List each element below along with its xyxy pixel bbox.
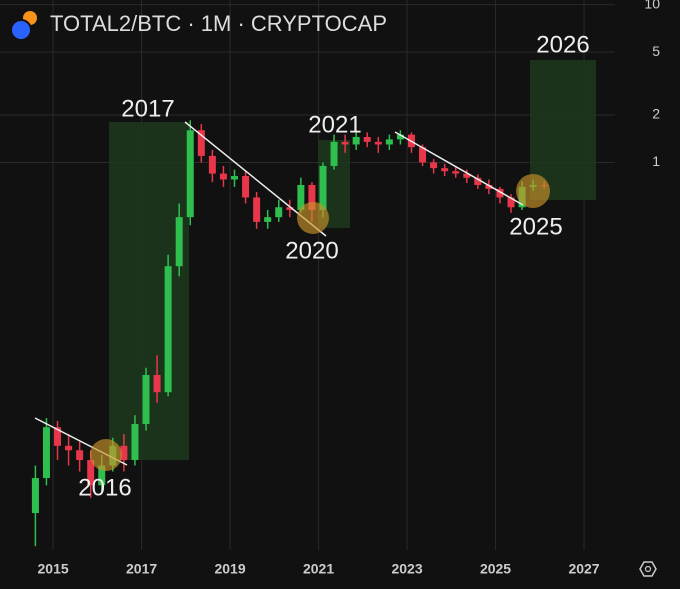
x-tick-label: 2017 <box>126 561 157 577</box>
total-icon <box>10 19 32 41</box>
candle-body <box>42 427 50 479</box>
grid <box>0 0 615 550</box>
candle-body <box>175 217 183 267</box>
chart-title: TOTAL2/BTC · 1M · CRYPTOCAP <box>50 11 387 36</box>
candle-body <box>496 188 504 198</box>
annotation-label: 2017 <box>121 95 174 122</box>
candle-body <box>65 445 73 451</box>
candle-body <box>363 136 371 142</box>
candle-body <box>120 445 128 461</box>
candle-body <box>341 141 349 145</box>
candle-body <box>385 139 393 145</box>
candle-body <box>474 177 482 185</box>
annotation-label: 2025 <box>509 213 562 240</box>
candle-body <box>153 374 161 393</box>
annotation-label: 2021 <box>308 111 361 138</box>
candle-body <box>208 155 216 174</box>
y-tick-label: 1 <box>652 153 660 169</box>
candle-body <box>297 184 305 210</box>
candle-body <box>452 171 460 174</box>
y-tick-label: 5 <box>652 43 660 59</box>
candle-body <box>441 168 449 172</box>
candle-body <box>186 130 194 218</box>
candle-body <box>131 424 139 461</box>
candle-body <box>142 374 150 425</box>
candle-body <box>396 134 404 140</box>
highlight-circle <box>516 174 550 208</box>
x-tick-label: 2019 <box>214 561 245 577</box>
settings-icon <box>644 565 652 573</box>
annotation-label: 2016 <box>78 474 131 501</box>
candle-body <box>264 217 272 222</box>
candle-body <box>164 266 172 393</box>
candles <box>31 120 548 547</box>
candle-body <box>219 173 227 180</box>
x-tick-label: 2027 <box>568 561 599 577</box>
annotation-label: 2020 <box>285 237 338 264</box>
candle-body <box>430 162 438 169</box>
highlight-circle <box>90 439 122 471</box>
x-tick-label: 2015 <box>38 561 69 577</box>
candle-body <box>230 176 238 180</box>
settings-button[interactable] <box>639 561 657 577</box>
candle-body <box>76 450 84 461</box>
annotation-label: 2026 <box>536 31 589 58</box>
candle-body <box>54 427 62 446</box>
candle-body <box>419 147 427 163</box>
x-tick-label: 2023 <box>391 561 422 577</box>
candle-body <box>330 141 338 166</box>
x-tick-label: 2025 <box>480 561 511 577</box>
candle-body <box>463 173 471 178</box>
y-tick-label: 2 <box>652 106 660 122</box>
candle-body <box>31 478 39 514</box>
trend-line <box>394 131 524 206</box>
candle-body <box>507 197 515 208</box>
candle-body <box>275 207 283 218</box>
candle-body <box>253 197 261 222</box>
candle-body <box>286 207 294 210</box>
candle-body <box>319 165 327 210</box>
highlight-circle <box>297 202 329 234</box>
candle-body <box>242 176 250 198</box>
labels: 10 5 2 1 2015 2017 2019 2021 2023 2025 2027 2017 201… <box>38 0 661 577</box>
candle-body <box>374 141 382 145</box>
x-tick-label: 2021 <box>303 561 334 577</box>
candle-body <box>308 184 316 210</box>
candle-body <box>98 465 106 486</box>
candle-body <box>352 136 360 145</box>
candle-body <box>485 184 493 189</box>
candle-body <box>197 130 205 156</box>
candle-body <box>87 460 95 486</box>
y-tick-label: 10 <box>644 0 660 11</box>
